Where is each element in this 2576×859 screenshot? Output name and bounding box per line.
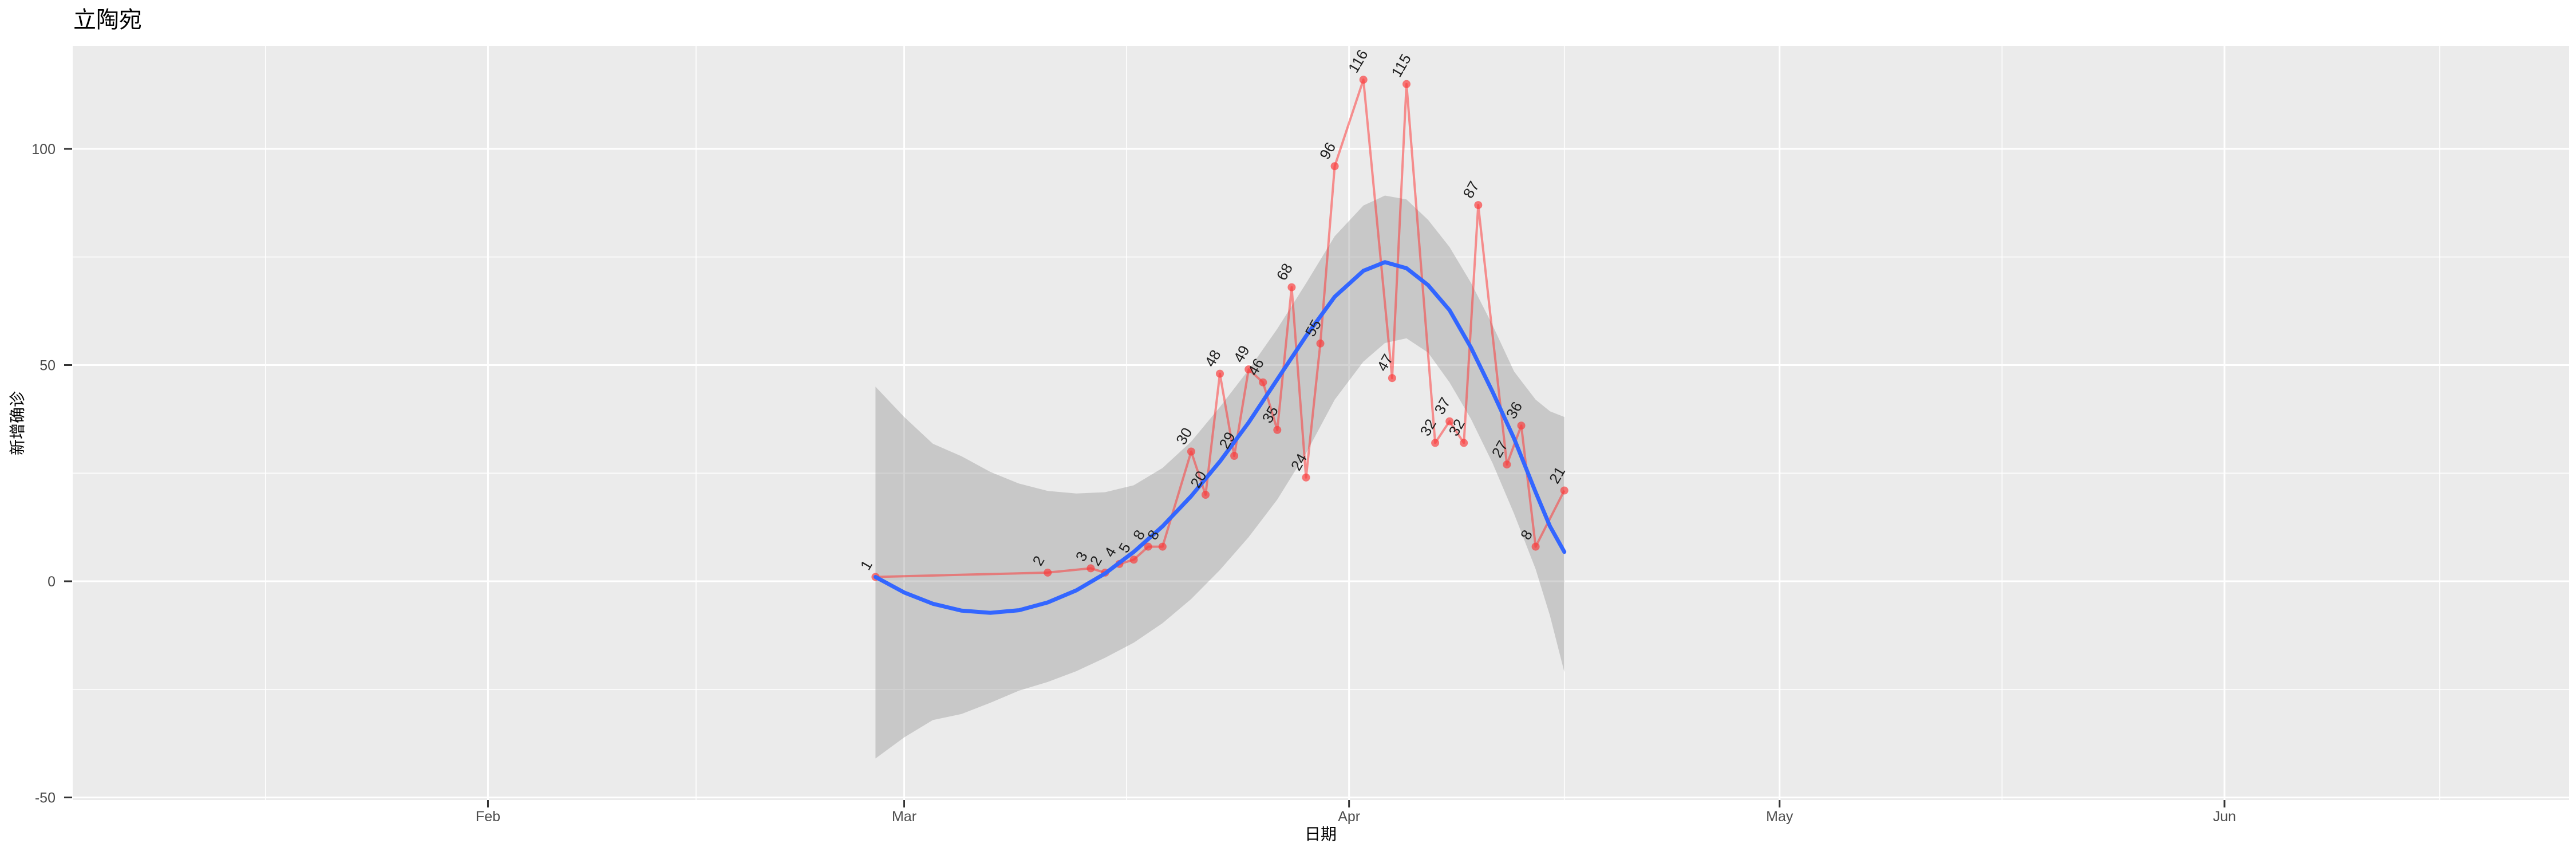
data-point: [1273, 425, 1282, 434]
data-point: [1086, 564, 1095, 573]
x-tick-label: Apr: [1338, 809, 1360, 825]
data-point: [1244, 365, 1253, 373]
x-tick-label: Mar: [892, 809, 916, 825]
confidence-ribbon: [875, 195, 1564, 759]
data-point: [1259, 378, 1267, 387]
data-point: [1445, 417, 1454, 425]
smooth-trend-layer: [873, 260, 1567, 615]
chart-title: 立陶宛: [73, 7, 142, 33]
data-point: [1230, 452, 1239, 460]
smooth-line: [873, 260, 1567, 615]
data-point: [1129, 555, 1138, 564]
data-point: [1517, 421, 1526, 430]
x-tick-label: May: [1766, 809, 1793, 825]
ribbon-path: [875, 195, 1564, 759]
data-point: [1330, 162, 1339, 171]
x-axis-title: 日期: [1305, 825, 1337, 843]
x-tick-label: Feb: [476, 809, 500, 825]
y-tick-label: 0: [48, 574, 56, 590]
data-point: [1431, 439, 1440, 447]
y-tick-label: -50: [35, 790, 56, 806]
data-point: [1202, 491, 1210, 499]
data-point: [1144, 542, 1152, 551]
data-point: [1402, 80, 1411, 88]
y-tick-label: 100: [31, 141, 56, 157]
data-point: [1474, 201, 1483, 210]
data-point: [1460, 439, 1468, 447]
y-axis-title: 新增确诊: [9, 391, 26, 455]
x-tick-label: Jun: [2213, 809, 2236, 825]
data-point: [1187, 447, 1195, 456]
axis-tick-marks: [64, 148, 2226, 807]
y-tick-label: 50: [39, 358, 56, 374]
data-point: [1531, 542, 1540, 551]
data-point: [1560, 486, 1568, 495]
gridlines-major: [73, 46, 2569, 800]
data-point: [1044, 568, 1052, 577]
data-point: [1216, 369, 1224, 378]
axis-tick-labels: Feb Mar Apr May Jun -50 0 50 100: [31, 141, 2236, 825]
data-point: [1359, 76, 1368, 84]
data-point: [1302, 473, 1310, 482]
data-point: [1316, 339, 1325, 348]
data-point: [1503, 460, 1511, 469]
data-point: [1388, 374, 1396, 383]
data-point: [1158, 542, 1167, 551]
data-point: [1287, 283, 1296, 291]
